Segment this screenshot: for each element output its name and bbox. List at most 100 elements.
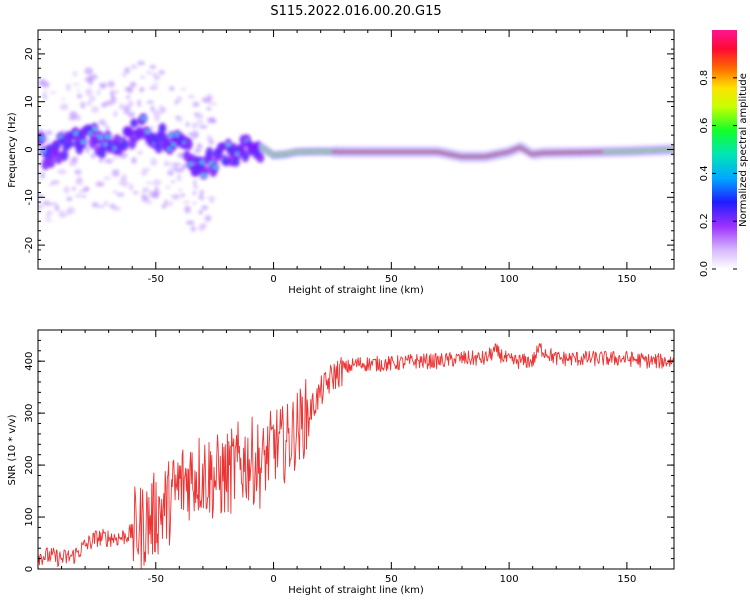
spectrogram-speckle (42, 94, 46, 99)
spectrogram-speckle (193, 179, 197, 186)
spectrogram-speckle (192, 184, 199, 189)
spectrogram-speckle (65, 83, 71, 92)
spectrogram-speckle (175, 115, 180, 121)
spectrogram-speckle (39, 78, 47, 86)
spectrogram-speckle (105, 125, 110, 133)
spectrogram-speckle (124, 67, 131, 74)
spectrogram-speckle (46, 210, 53, 216)
spectrogram-x-tick-label: -50 (148, 274, 164, 285)
spectrogram-speckle (104, 158, 114, 164)
spectrogram-speckle (170, 194, 178, 197)
spectrogram-speckle (74, 169, 82, 175)
spectrogram-speckle (122, 72, 127, 78)
spectrogram-speckle (191, 122, 198, 129)
spectrogram-speckle (187, 94, 195, 99)
spectrogram-speckle (198, 209, 203, 215)
spectrogram-speckle (129, 81, 137, 88)
spectrogram-speckle (66, 196, 73, 202)
spectrogram-speckle (199, 196, 205, 200)
spectrogram-speckle (159, 111, 166, 114)
snr-x-tick-label: -50 (148, 574, 164, 585)
spectrogram-speckle (68, 115, 78, 121)
spectrogram-speckle (95, 181, 105, 187)
spectrogram-speckle (208, 139, 215, 145)
spectrogram-speckle (181, 166, 185, 172)
snr-series-line (38, 343, 674, 569)
spectrogram-y-label: Frequency (Hz) (7, 112, 18, 188)
spectrogram-blob (206, 151, 212, 156)
spectrogram-speckle (85, 146, 90, 154)
colorbar-tick-label: 0.4 (699, 165, 710, 181)
spectrogram-speckle (76, 88, 80, 92)
spectrogram-speckle (117, 182, 126, 185)
spectrogram-blob (223, 159, 229, 164)
spectrogram-speckle (154, 75, 159, 81)
spectrogram-speckle (85, 88, 93, 96)
spectrogram-speckle (90, 153, 96, 159)
spectrogram-blob (169, 133, 174, 137)
spectrogram-speckle (177, 115, 183, 123)
spectrogram-speckle (116, 192, 125, 197)
spectrogram-speckle (100, 102, 108, 108)
spectrogram-speckle (88, 95, 96, 102)
spectrogram-y-tick-label: 10 (24, 95, 35, 108)
spectrogram-x-tick-label: 50 (385, 274, 398, 285)
spectrogram-speckle (38, 203, 44, 210)
spectrogram-speckle (125, 95, 131, 99)
spectrogram-speckle (150, 157, 158, 166)
spectrogram-speckle (109, 203, 116, 209)
spectrogram-speckle (38, 129, 44, 133)
spectrogram-speckle (49, 91, 57, 94)
spectrogram-speckle (112, 190, 119, 194)
spectrogram-blob (105, 135, 110, 139)
spectrogram-energy (38, 60, 674, 232)
spectrogram-speckle (72, 70, 78, 77)
spectrogram-speckle (192, 190, 197, 196)
spectrogram-speckle (125, 103, 131, 111)
colorbar-label: Normalized spectral amplitude (738, 73, 749, 227)
spectrogram-blob (46, 146, 52, 151)
spectrogram-speckle (111, 94, 115, 102)
spectrogram-speckle (150, 105, 155, 113)
spectrogram-speckle (211, 120, 217, 124)
colorbar-tick-label: 0.2 (699, 213, 710, 229)
spectrogram-speckle (152, 109, 161, 118)
spectrogram-speckle (149, 86, 158, 90)
spectrogram-speckle (74, 194, 83, 198)
colorbar-tick-label: 0.0 (699, 261, 710, 277)
spectrogram-blob (256, 151, 265, 163)
spectrogram-y-tick-label: -10 (24, 189, 35, 205)
spectrogram-y-tick-label: -20 (24, 237, 35, 253)
spectrogram-speckle (86, 100, 93, 106)
snr-y-label: SNR (10 * v/v) (7, 414, 18, 485)
spectrogram-blob (184, 137, 193, 151)
snr-y-tick-label: 400 (24, 352, 35, 371)
spectrogram-speckle (76, 93, 83, 99)
spectrogram-speckle (176, 95, 183, 103)
spectrogram-blob (199, 160, 204, 164)
spectrogram-speckle (111, 169, 120, 177)
spectrogram-speckle (130, 64, 138, 70)
spectrogram-speckle (84, 76, 93, 83)
spectrogram-speckle (180, 88, 187, 91)
spectrogram-speckle (149, 190, 158, 198)
spectrogram-speckle (146, 200, 153, 205)
spectrogram-speckle (123, 111, 130, 115)
spectrogram-x-tick-label: 100 (500, 274, 519, 285)
spectrogram-speckle (173, 166, 179, 172)
spectrogram-blob (141, 116, 146, 120)
spectrogram-blob (44, 153, 50, 158)
spectrogram-blob (39, 136, 44, 140)
spectrogram-blob (47, 156, 56, 169)
snr-ticks: -50 0 50 100 150 0 100 200 300 400 (24, 329, 675, 585)
spectrogram-blob (61, 153, 67, 158)
spectrogram-blob (92, 127, 97, 131)
snr-y-tick-label: 0 (24, 566, 35, 572)
spectrogram-speckle (209, 102, 217, 106)
spectrogram-blob (201, 166, 210, 175)
spectrogram-blob (76, 146, 82, 151)
spectrogram-blob (188, 162, 193, 166)
spectrogram-speckle (83, 186, 90, 192)
spectrogram-speckle (69, 111, 78, 118)
spectrogram-speckle (121, 173, 127, 181)
